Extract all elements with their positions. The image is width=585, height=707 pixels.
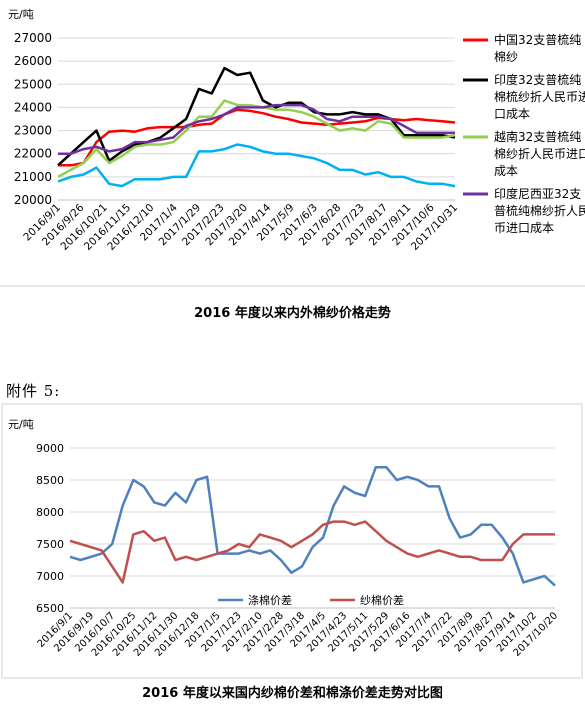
legend-label-3: 印度尼西亚32支 bbox=[494, 186, 581, 201]
chart1-plot: 20000 21000 22000 23000 24000 25000 26000 27000… bbox=[0, 8, 585, 287]
legend-label-3: 普梳纯棉纱折人民 bbox=[494, 203, 585, 218]
y-tick-label: 27000 bbox=[14, 31, 52, 45]
chart2-plot: 650070007500800085009000元/吨2016/9/12016/… bbox=[1, 403, 583, 679]
series-line-1 bbox=[69, 520, 555, 584]
legend-label-0: 中国32支普梳纯 bbox=[494, 32, 581, 47]
y-tick-label: 22000 bbox=[14, 147, 52, 161]
y-tick-label: 8500 bbox=[36, 474, 64, 487]
legend-label-1: 口成本 bbox=[494, 107, 530, 121]
y-tick-label: 25000 bbox=[14, 77, 52, 91]
legend-label-1: 印度32支普梳纯 bbox=[494, 72, 581, 87]
chart2-title: 2016 年度以来国内纱棉价差和棉涤价差走势对比图 bbox=[142, 686, 443, 701]
appendix-label: 附件 5: bbox=[6, 382, 61, 400]
y-tick-label: 6500 bbox=[36, 602, 64, 615]
y-tick-label: 9000 bbox=[36, 442, 64, 455]
legend-label-2: 棉纱折人民币进口 bbox=[494, 146, 585, 161]
y-tick-label: 23000 bbox=[14, 124, 52, 138]
legend-label-2: 成本 bbox=[494, 164, 518, 178]
y-tick-label: 26000 bbox=[14, 54, 52, 68]
legend-label-0: 棉纱 bbox=[494, 50, 518, 64]
cotton-yarn-price-chart: 20000 21000 22000 23000 24000 25000 26000 27000… bbox=[0, 0, 585, 340]
y-tick-label: 7000 bbox=[36, 570, 64, 583]
chart1-title: 2016 年度以来内外棉纱价格走势 bbox=[194, 306, 391, 321]
y-tick-label: 24000 bbox=[14, 100, 52, 114]
legend-label-2: 越南32支普梳纯 bbox=[494, 129, 581, 144]
series-line-3 bbox=[58, 103, 455, 155]
chart2-frame bbox=[1, 403, 583, 679]
price-spread-chart: 6500 7000 7500 8000 8500 9000 元/吨 2016/9/1 2016/… bbox=[0, 402, 585, 707]
y-axis-label: 元/吨 bbox=[8, 418, 34, 431]
y-tick-label: 7500 bbox=[36, 538, 64, 551]
legend-label-3: 币进口成本 bbox=[494, 221, 554, 235]
legend-label-1: 棉梳纱折人民币进 bbox=[494, 89, 585, 104]
legend-label-0: 涤棉价差 bbox=[248, 593, 292, 607]
series-line-0 bbox=[69, 465, 556, 587]
y-axis-label: 元/吨 bbox=[8, 8, 34, 21]
legend-label-1: 纱棉价差 bbox=[360, 593, 404, 607]
y-tick-label: 8000 bbox=[36, 506, 64, 519]
series-line-4 bbox=[57, 143, 456, 188]
series-line-0 bbox=[58, 108, 456, 167]
y-tick-label: 20000 bbox=[14, 193, 52, 207]
y-tick-label: 21000 bbox=[14, 170, 52, 184]
